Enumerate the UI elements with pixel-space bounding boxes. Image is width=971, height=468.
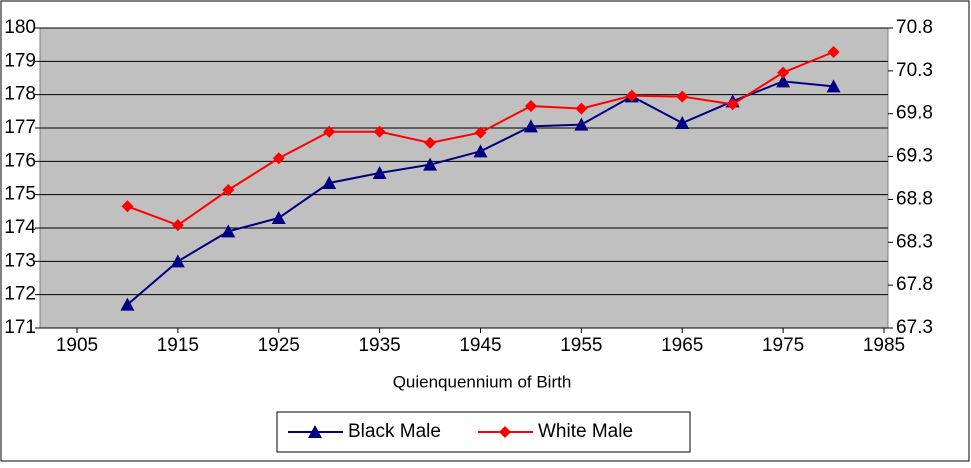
marker bbox=[423, 157, 438, 171]
marker bbox=[271, 211, 286, 224]
marker bbox=[726, 98, 739, 111]
marker bbox=[676, 90, 689, 103]
y-tick-label: 173 bbox=[4, 250, 36, 271]
marker bbox=[120, 297, 135, 311]
marker bbox=[524, 100, 537, 112]
y-tick-label: 174 bbox=[4, 217, 36, 238]
marker bbox=[473, 144, 488, 158]
y-tick-label: 179 bbox=[4, 50, 36, 71]
plot-area bbox=[39, 27, 889, 329]
y-tick-label: 175 bbox=[4, 184, 36, 205]
x-axis-title: Quienquennium of Birth bbox=[393, 372, 572, 391]
marker bbox=[499, 426, 511, 438]
marker bbox=[222, 184, 235, 196]
x-tick-label: 1935 bbox=[358, 335, 400, 356]
y-tick-label: 177 bbox=[4, 117, 36, 138]
marker bbox=[523, 119, 538, 133]
marker bbox=[827, 46, 840, 58]
x-tick-label: 1925 bbox=[258, 335, 300, 356]
y2-tick-label: 68.3 bbox=[896, 231, 933, 252]
y2-tick-label: 67.8 bbox=[896, 274, 933, 295]
marker bbox=[170, 254, 185, 268]
y2-tick-label: 70.8 bbox=[896, 17, 933, 38]
legend-label: White Male bbox=[538, 421, 633, 442]
marker bbox=[474, 126, 487, 139]
x-tick-label: 1985 bbox=[863, 335, 905, 356]
marker bbox=[322, 176, 337, 189]
marker bbox=[308, 425, 322, 438]
x-tick-label: 1975 bbox=[762, 335, 804, 356]
legend-label: Black Male bbox=[348, 421, 441, 442]
y2-tick-label: 70.3 bbox=[896, 60, 933, 81]
marker bbox=[776, 74, 791, 88]
x-tick-label: 1915 bbox=[157, 335, 199, 356]
marker bbox=[373, 125, 386, 138]
marker bbox=[221, 224, 236, 238]
marker bbox=[121, 200, 134, 213]
y2-tick-label: 67.3 bbox=[896, 317, 933, 338]
marker bbox=[171, 219, 184, 232]
y-tick-label: 178 bbox=[4, 84, 36, 105]
marker bbox=[575, 102, 588, 115]
marker bbox=[424, 136, 437, 149]
marker bbox=[272, 152, 285, 165]
y2-tick-label: 68.8 bbox=[896, 188, 933, 209]
x-tick-label: 1905 bbox=[56, 335, 98, 356]
y2-tick-label: 69.3 bbox=[896, 146, 933, 167]
y-tick-label: 172 bbox=[4, 284, 36, 305]
marker bbox=[625, 89, 638, 102]
marker bbox=[826, 79, 841, 93]
y2-tick-label: 69.8 bbox=[896, 103, 933, 124]
marker bbox=[777, 66, 790, 79]
y-tick-label: 180 bbox=[4, 17, 36, 38]
x-tick-label: 1955 bbox=[560, 335, 602, 356]
y-tick-label: 176 bbox=[4, 150, 36, 171]
marker bbox=[323, 125, 336, 138]
marker bbox=[372, 166, 387, 179]
y-tick-label: 171 bbox=[4, 317, 36, 338]
x-tick-label: 1945 bbox=[459, 335, 501, 356]
x-tick-label: 1965 bbox=[661, 335, 703, 356]
marker bbox=[574, 117, 589, 131]
marker bbox=[675, 116, 690, 129]
